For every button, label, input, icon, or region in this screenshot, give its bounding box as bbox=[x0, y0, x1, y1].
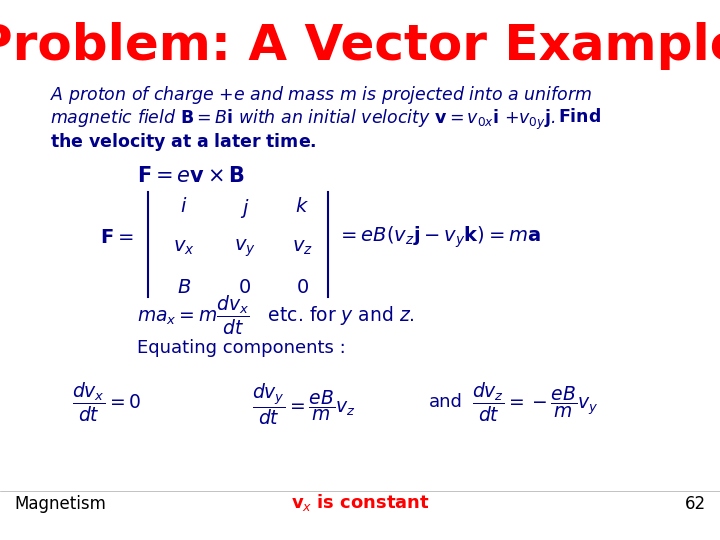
Text: A proton of charge +e and mass $m$ is projected into a uniform: A proton of charge +e and mass $m$ is pr… bbox=[50, 84, 593, 106]
Text: $\dfrac{dv_x}{dt} = 0$: $\dfrac{dv_x}{dt} = 0$ bbox=[72, 381, 141, 424]
Text: $B$: $B$ bbox=[176, 278, 191, 297]
Text: $\bf{Find}$: $\bf{Find}$ bbox=[558, 108, 601, 126]
Text: $v_x$: $v_x$ bbox=[173, 238, 194, 256]
Text: $v_z$: $v_z$ bbox=[292, 238, 313, 256]
Text: $0$: $0$ bbox=[296, 278, 309, 297]
Text: $= eB(v_z\mathbf{j} - v_y\mathbf{k}) = m\mathbf{a}$: $= eB(v_z\mathbf{j} - v_y\mathbf{k}) = m… bbox=[337, 225, 541, 251]
Text: $\dfrac{dv_y}{dt} = \dfrac{eB}{m}v_z$: $\dfrac{dv_y}{dt} = \dfrac{eB}{m}v_z$ bbox=[252, 381, 356, 427]
Text: $ma_x = m\dfrac{dv_x}{dt}$   etc. for $y$ and $z$.: $ma_x = m\dfrac{dv_x}{dt}$ etc. for $y$ … bbox=[137, 294, 415, 338]
Text: magnetic field $\mathbf{B}$$=$B$\mathbf{i}$ with an initial velocity $\mathbf{v}: magnetic field $\mathbf{B}$$=$B$\mathbf{… bbox=[50, 108, 556, 132]
Text: $k$: $k$ bbox=[295, 197, 310, 216]
Text: 62: 62 bbox=[685, 495, 706, 513]
Text: and: and bbox=[428, 393, 462, 411]
Text: $v_y$: $v_y$ bbox=[234, 238, 256, 259]
Text: $j$: $j$ bbox=[240, 197, 250, 220]
Text: $\mathbf{v}_x\ \mathbf{is\ constant}$: $\mathbf{v}_x\ \mathbf{is\ constant}$ bbox=[291, 492, 429, 513]
Text: $\mathbf{F} = e\mathbf{v} \times \mathbf{B}$: $\mathbf{F} = e\mathbf{v} \times \mathbf… bbox=[137, 166, 245, 186]
Text: Magnetism: Magnetism bbox=[14, 495, 107, 513]
Text: Equating components :: Equating components : bbox=[137, 339, 346, 357]
Text: $0$: $0$ bbox=[238, 278, 251, 297]
Text: $i$: $i$ bbox=[180, 197, 187, 216]
Text: Problem: A Vector Example: Problem: A Vector Example bbox=[0, 22, 720, 70]
Text: $\mathbf{F} =$: $\mathbf{F} =$ bbox=[99, 228, 133, 247]
Text: $\dfrac{dv_z}{dt} = -\dfrac{eB}{m}v_y$: $\dfrac{dv_z}{dt} = -\dfrac{eB}{m}v_y$ bbox=[472, 381, 598, 424]
Text: $\mathbf{the\ velocity\ at\ a\ later\ time.}$: $\mathbf{the\ velocity\ at\ a\ later\ ti… bbox=[50, 131, 317, 153]
